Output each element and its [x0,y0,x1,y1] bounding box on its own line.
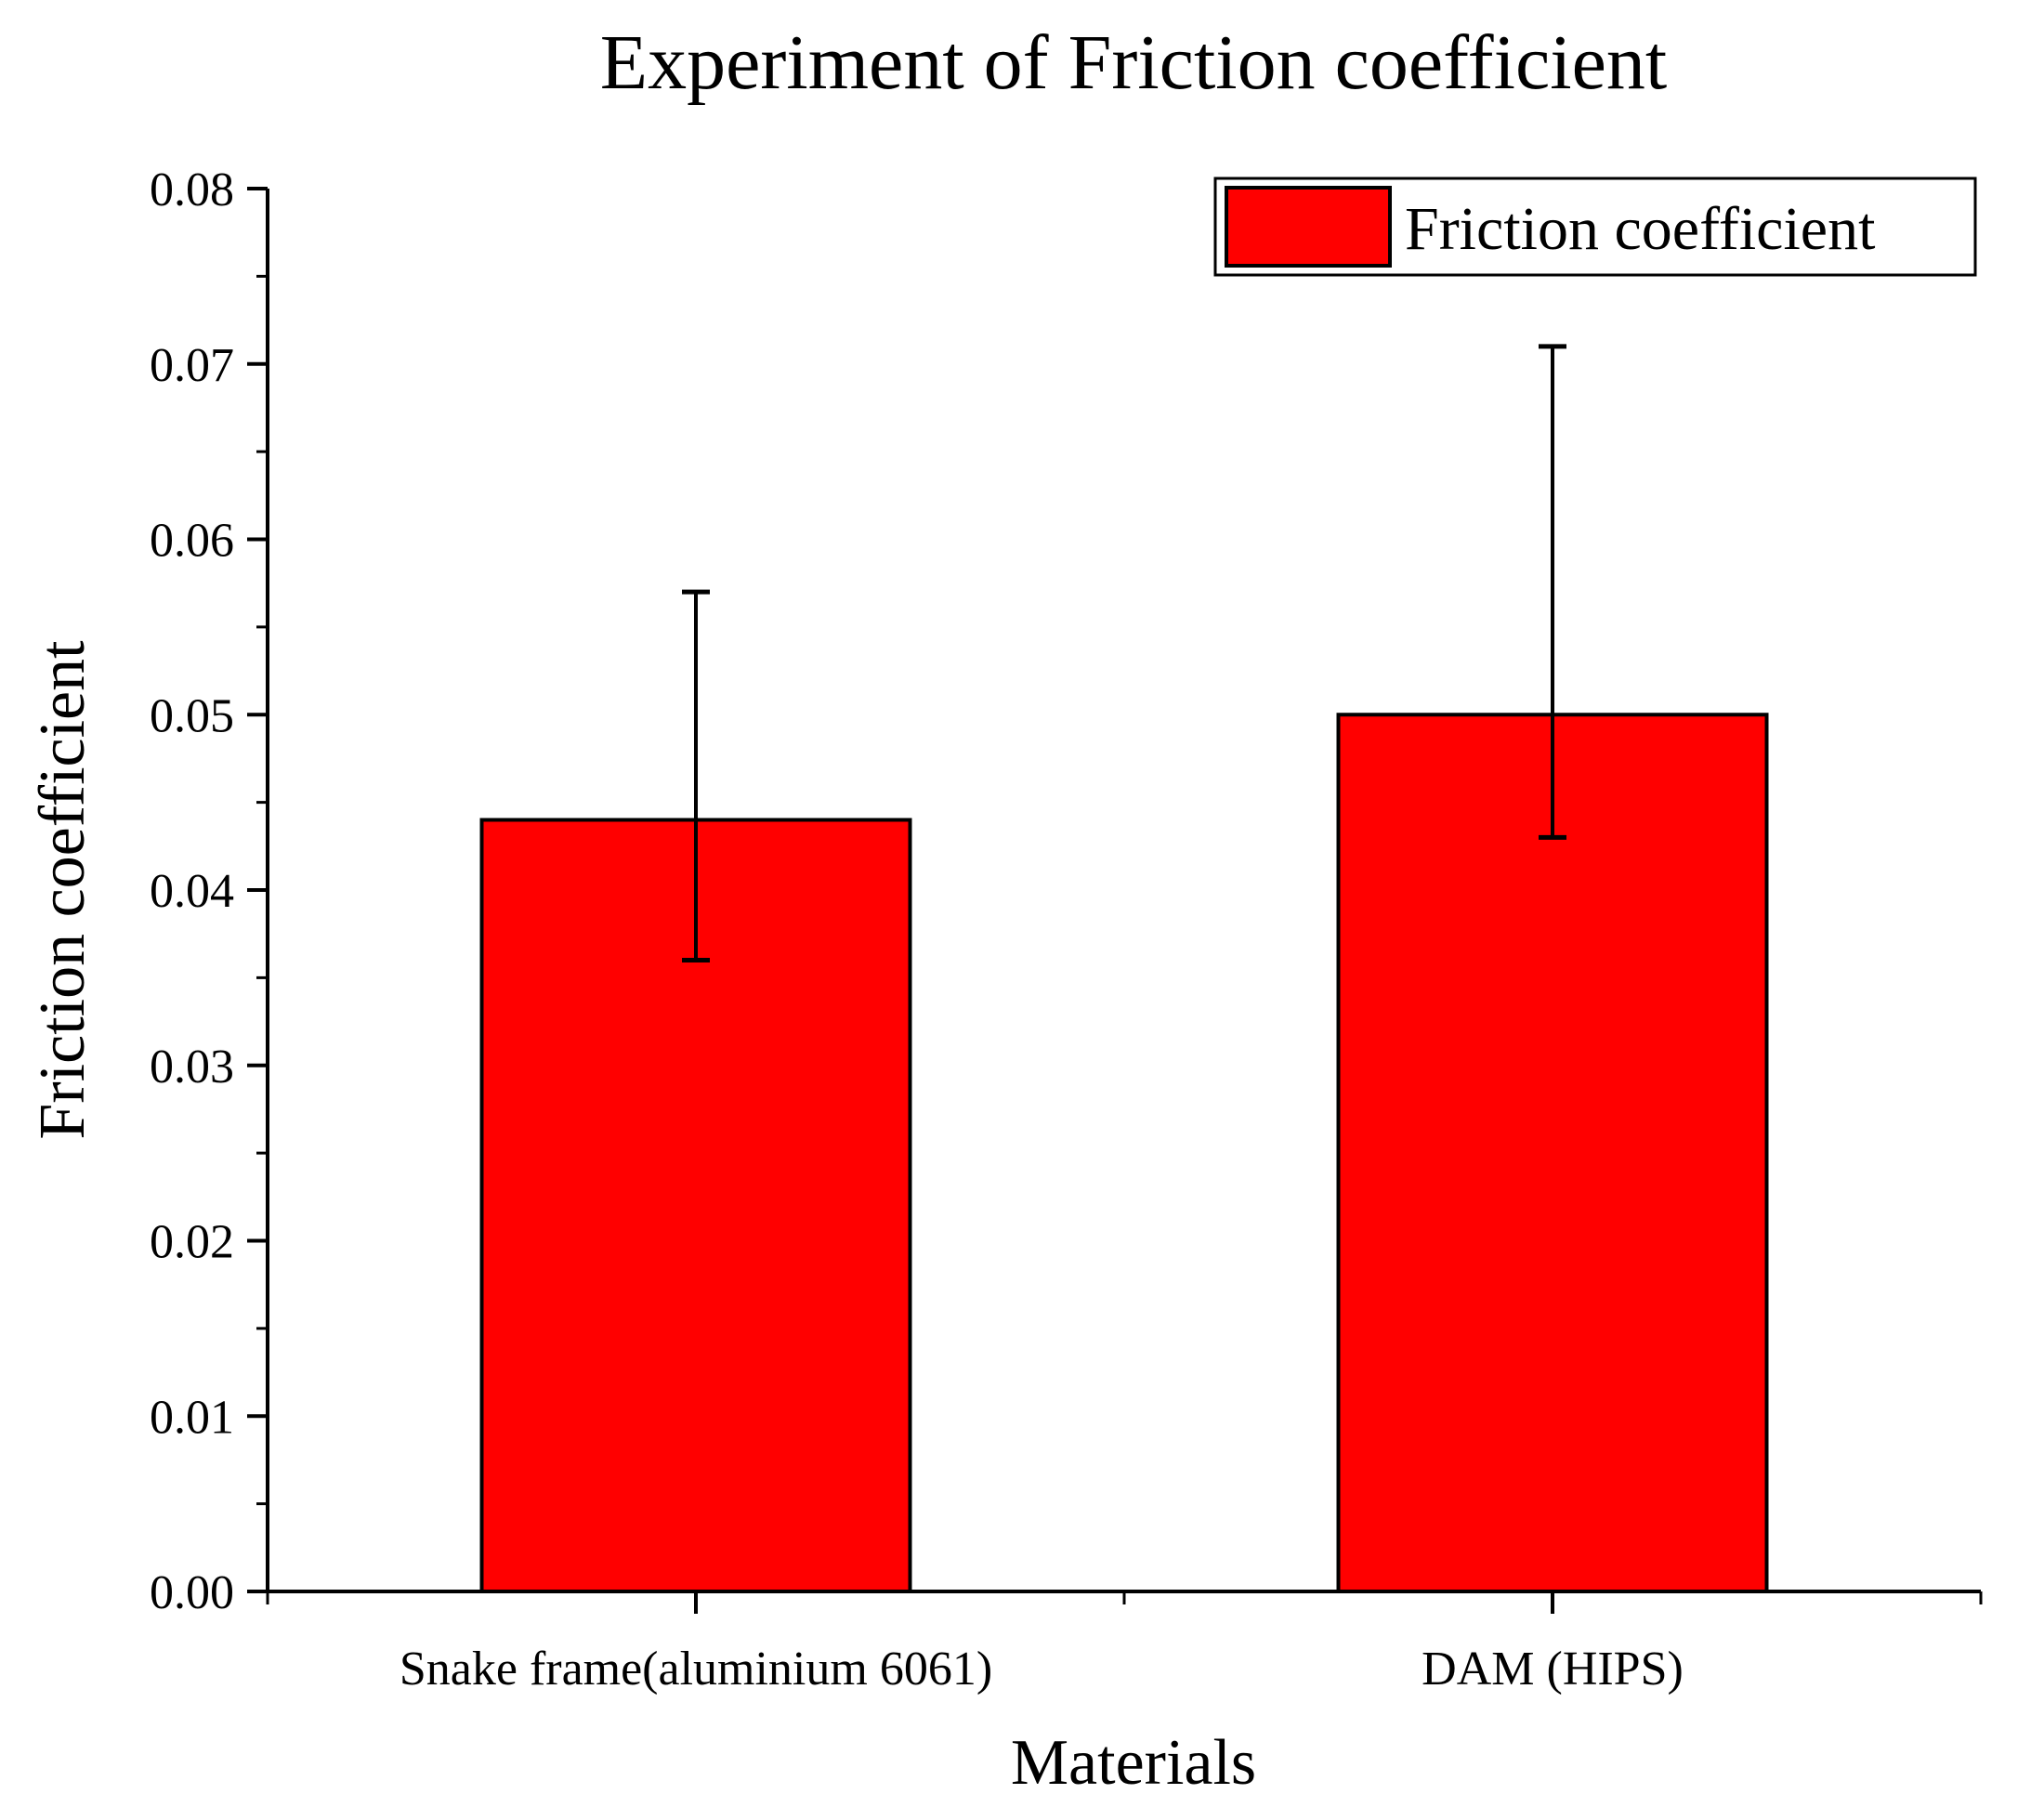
error-bars [682,344,1566,962]
y-tick-label: 0.02 [150,1216,234,1269]
chart-title: Experiment of Friction coefficient [600,20,1667,106]
y-tick-label: 0.04 [150,865,234,918]
bars [479,713,1769,1593]
y-tick-label: 0.01 [150,1391,234,1444]
y-tick-label: 0.06 [150,515,234,568]
y-tick-label: 0.05 [150,689,234,742]
bar-1 [1336,713,1769,1593]
x-tick-label: Snake frame(aluminium 6061) [400,1643,992,1696]
x-axis-title: Materials [1011,1727,1256,1799]
legend-swatch [1225,186,1392,268]
x-axis-ticks: Snake frame(aluminium 6061) DAM (HIPS) [266,1591,1983,1696]
legend-label: Friction coefficient [1405,195,1875,263]
y-tick-label: 0.03 [150,1041,234,1093]
y-tick-label: 0.08 [150,164,234,216]
x-tick-label: DAM (HIPS) [1422,1643,1684,1696]
y-tick-label: 0.00 [150,1566,234,1619]
y-axis-ticks: 0.00 0.01 0.02 0.03 0.04 0.05 0.06 0.07 0.08 [150,164,268,1619]
legend: Friction coefficient [1213,177,1977,277]
y-axis-title: Friction coefficient [27,640,98,1140]
y-tick-label: 0.07 [150,339,234,392]
